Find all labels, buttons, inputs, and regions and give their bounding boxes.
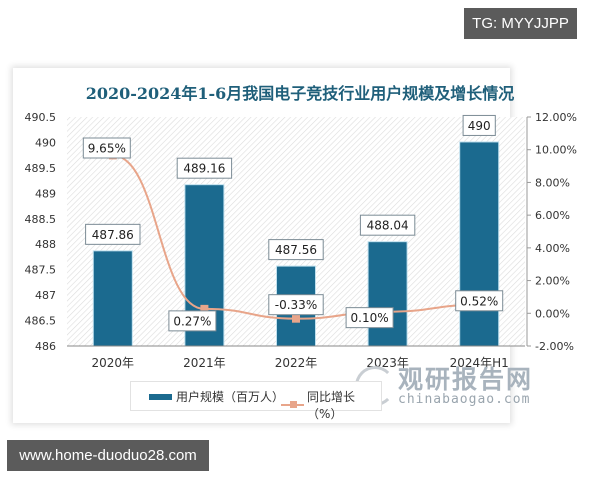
svg-text:490: 490 [468,119,491,133]
growth-value-label: 9.65% [82,137,131,159]
svg-text:487.86: 487.86 [92,228,134,242]
left-tick-label: 489.5 [25,162,57,175]
left-tick-label: 488.5 [25,213,57,226]
line-marker [292,314,300,323]
growth-value-label: -0.33% [268,294,324,316]
growth-line [112,154,480,320]
left-tick-label: 489 [35,187,56,200]
bar-value-label: 487.86 [85,223,141,245]
x-axis-labels: 2020年 2021年 2022年 2023年 2024年H1 [92,356,509,370]
left-tick-label: 488 [35,238,56,251]
legend-line-marker-icon [281,401,305,408]
brand-url: chinabaogao.com [398,392,531,407]
data-labels: 487.86 489.16 487.56 488.04 490 9.65% 0.27% -0.… [82,114,504,332]
right-axis: 12.00% 10.00% 8.00% 6.00% 4.00% 2.00% 0.00% -2.… [526,111,577,353]
right-tick-label: 12.00% [535,111,577,124]
watermark-bottom: www.home-duoduo28.com [7,440,209,471]
bar [368,242,407,346]
left-tick-label: 487.5 [25,264,57,277]
right-tick-label: 8.00% [535,176,570,189]
left-tick-label: 486 [35,340,56,353]
right-tick-label: 2.00% [535,275,570,288]
svg-text:0.27%: 0.27% [173,314,211,328]
right-tick-label: 4.00% [535,242,570,255]
right-tick-label: 6.00% [535,209,570,222]
bar-value-label: 487.56 [268,239,324,261]
x-tick-label: 2022年 [275,356,318,370]
svg-text:-0.33%: -0.33% [275,298,317,312]
right-tick-label: -2.00% [535,340,574,353]
brand-watermark: 观研报告网 chinabaogao.com [398,360,533,407]
bar [93,251,132,346]
growth-value-label: 0.10% [345,307,394,329]
legend-item-users: 用户规模（百万人） [149,388,284,405]
watermark-top: TG: MYYJJPP [464,8,577,39]
legend-item-growth: 同比增长（%） [281,388,381,422]
brand-name: 观研报告网 [398,365,534,394]
bar-value-label: 489.16 [176,157,233,179]
svg-text:487.56: 487.56 [275,243,317,257]
svg-text:489.16: 489.16 [183,162,225,176]
growth-value-label: 0.27% [168,310,217,332]
svg-text:0.52%: 0.52% [460,294,498,308]
left-tick-label: 487 [35,289,56,302]
growth-value-label: 0.52% [455,290,504,312]
left-axis: 490.5 490 489.5 489 488.5 488 487.5 487 486.5 486 [25,111,57,353]
legend-label: 同比增长（%） [307,390,356,421]
svg-text:488.04: 488.04 [367,219,409,233]
svg-text:9.65%: 9.65% [88,142,126,156]
right-tick-label: 10.00% [535,144,577,157]
line-marker [200,304,209,313]
left-tick-label: 490 [35,136,56,149]
x-tick-label: 2024年H1 [450,356,509,370]
legend-bar-swatch-icon [149,393,172,400]
bar-value-label: 490 [462,114,496,136]
right-tick-label: 0.00% [535,307,570,320]
x-tick-label: 2020年 [92,356,135,370]
chart-title: 2020-2024年1-6月我国电子竞技行业用户规模及增长情况 [85,84,515,103]
chart-legend: 用户规模（百万人） 同比增长（%） [130,381,382,421]
svg-text:0.10%: 0.10% [351,311,389,325]
x-tick-label: 2021年 [183,356,226,370]
left-tick-label: 486.5 [25,315,57,328]
left-tick-label: 490.5 [25,111,57,124]
bar-value-label: 488.04 [359,214,416,236]
bar [460,142,499,346]
legend-label: 用户规模（百万人） [176,390,285,404]
